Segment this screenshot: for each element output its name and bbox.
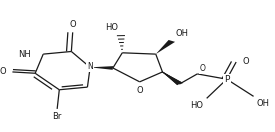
Text: Br: Br xyxy=(53,112,62,121)
Text: P: P xyxy=(224,75,229,84)
Polygon shape xyxy=(90,66,113,70)
Text: HO: HO xyxy=(190,101,203,110)
Text: O: O xyxy=(0,67,7,76)
Text: O: O xyxy=(69,20,76,29)
Text: OH: OH xyxy=(176,29,189,38)
Text: HO: HO xyxy=(105,23,118,32)
Text: NH: NH xyxy=(18,50,31,59)
Text: N: N xyxy=(87,62,93,71)
Polygon shape xyxy=(163,72,183,85)
Text: OH: OH xyxy=(256,99,269,108)
Polygon shape xyxy=(156,40,175,54)
Text: O: O xyxy=(136,86,143,95)
Text: O: O xyxy=(200,64,206,73)
Text: O: O xyxy=(242,57,249,66)
